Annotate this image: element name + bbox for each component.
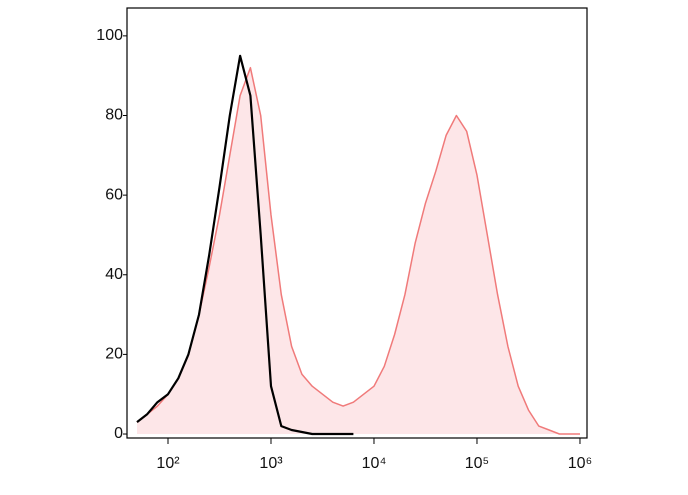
y-tick-label: 40 <box>105 266 123 283</box>
y-tick-label: 60 <box>105 186 123 203</box>
y-tick-label: 80 <box>105 107 123 124</box>
x-tick-label: 10⁴ <box>362 455 387 472</box>
histogram-line <box>136 66 580 435</box>
histogram-area <box>137 67 580 435</box>
histogram-line <box>136 54 354 436</box>
x-tick-label: 10⁵ <box>465 455 489 472</box>
x-tick-label: 10² <box>156 455 180 472</box>
y-tick-label: 100 <box>96 27 123 44</box>
y-tick-label: 20 <box>105 346 123 363</box>
y-tick-label: 0 <box>114 425 123 442</box>
x-tick-label: 10³ <box>259 455 283 472</box>
x-tick-label: 10⁶ <box>568 455 592 472</box>
plot-frame <box>126 7 588 439</box>
